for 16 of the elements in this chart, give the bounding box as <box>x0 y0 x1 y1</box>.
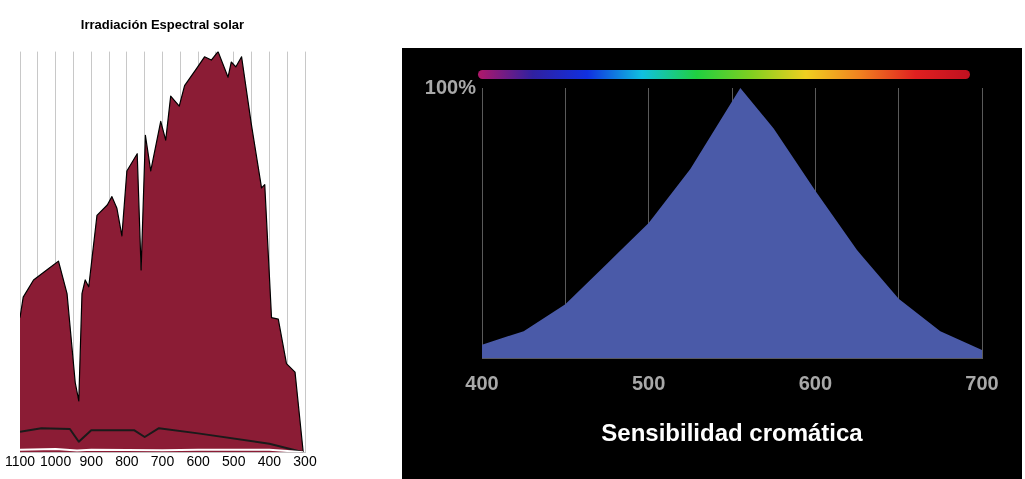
x-tick-label: 900 <box>79 453 104 470</box>
chart-title: Irradiación Espectral solar <box>80 17 245 33</box>
x-tick-label: 800 <box>115 453 139 470</box>
x-tick-label: 1100 <box>4 453 36 470</box>
x-tick-label: 700 <box>150 453 175 470</box>
x-tick-label: 600 <box>798 371 833 394</box>
x-tick-label: 1000 <box>40 453 72 470</box>
x-tick-label: 400 <box>257 453 282 470</box>
x-tick-label: 300 <box>293 453 317 470</box>
text: Sensibilidad cromática <box>601 419 864 447</box>
x-tick-label: 500 <box>222 453 246 470</box>
x-tick-label: 600 <box>186 453 211 470</box>
x-tick-label: 400 <box>465 371 499 394</box>
text: 100% <box>424 75 477 98</box>
x-tick-label: 700 <box>965 371 999 394</box>
x-tick-label: 500 <box>631 371 666 394</box>
